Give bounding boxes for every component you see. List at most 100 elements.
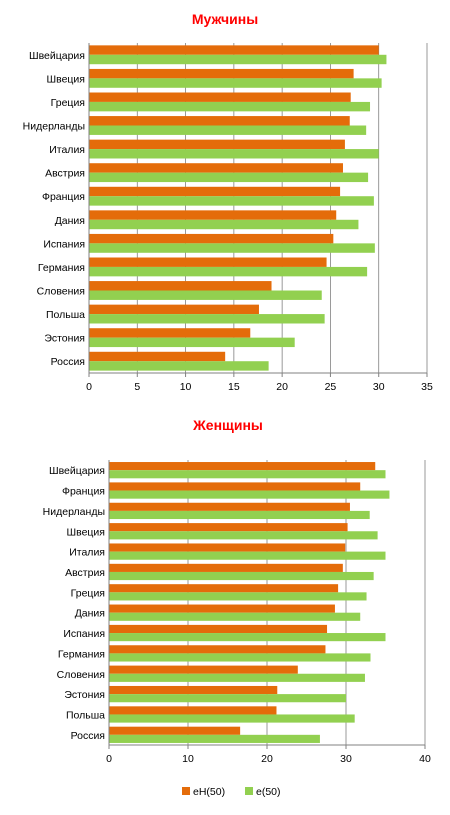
category-label-1-9: Германия [58, 648, 105, 660]
bar-e50-0-0 [89, 54, 387, 65]
category-label-0-8: Испания [43, 238, 85, 250]
bar-eh50-1-0 [109, 462, 376, 471]
bar-e50-1-7 [109, 612, 361, 621]
bar-e50-0-10 [89, 290, 322, 300]
bar-eh50-1-5 [109, 563, 343, 572]
category-label-0-10: Словения [37, 286, 85, 298]
bar-eh50-0-11 [89, 304, 259, 315]
bar-e50-1-10 [109, 673, 365, 682]
bar-e50-0-3 [89, 125, 367, 135]
bar-eh50-1-6 [109, 584, 339, 593]
bar-e50-1-9 [109, 653, 371, 662]
bar-eh50-1-9 [109, 645, 326, 654]
chart-women: Швейцария Франция Нидерланды Швеция Италия Ав… [43, 460, 431, 765]
category-label-1-13: Россия [71, 730, 105, 742]
category-label-0-3: Нидерланды [23, 121, 85, 133]
x-tick-label-0-5: 25 [325, 381, 337, 393]
category-label-1-1: Франция [62, 486, 105, 498]
bar-eh50-0-13 [89, 351, 226, 362]
x-tick-label-0-3: 15 [228, 381, 240, 393]
category-label-1-12: Польша [66, 709, 105, 721]
x-tick-label-1-1: 10 [182, 753, 194, 765]
x-tick-label-0-1: 5 [134, 381, 140, 393]
bar-e50-0-9 [89, 266, 368, 277]
bar-eh50-1-11 [109, 685, 278, 695]
bar-e50-1-4 [109, 551, 386, 560]
legend-label-e50: e(50) [256, 786, 281, 798]
x-tick-label-0-7: 35 [421, 381, 433, 393]
bar-eh50-1-10 [109, 665, 298, 674]
x-tick-label-1-3: 30 [340, 753, 352, 765]
bar-e50-0-7 [89, 219, 359, 230]
x-tick-label-1-2: 20 [261, 753, 273, 765]
category-label-1-5: Австрия [65, 567, 105, 579]
chart-title-men: Мужчины [192, 11, 258, 27]
bar-eh50-1-13 [109, 726, 241, 735]
bar-eh50-0-7 [89, 210, 337, 220]
x-tick-label-1-0: 0 [106, 753, 112, 765]
bar-e50-0-11 [89, 314, 325, 324]
legend-swatch-eh50 [182, 787, 190, 795]
category-label-1-11: Эстония [64, 689, 105, 701]
bar-e50-0-13 [89, 361, 269, 371]
category-label-0-11: Польша [46, 309, 85, 321]
category-label-1-3: Швеция [67, 526, 106, 538]
chart-men: Швейцария Швеция Греция Нидерланды Италия Авс… [23, 43, 433, 393]
bar-e50-1-2 [109, 510, 370, 520]
bar-e50-0-5 [89, 172, 369, 183]
x-tick-label-0-4: 20 [276, 381, 288, 393]
x-tick-label-0-0: 0 [86, 381, 92, 393]
bar-e50-0-6 [89, 196, 374, 206]
category-label-0-5: Австрия [45, 168, 85, 180]
bar-e50-1-1 [109, 490, 390, 499]
bar-eh50-0-9 [89, 257, 327, 267]
x-tick-label-0-6: 30 [373, 381, 385, 393]
category-label-1-6: Греция [71, 587, 105, 599]
legend-label-eh50: eH(50) [193, 786, 225, 798]
bar-eh50-0-1 [89, 68, 354, 79]
bar-e50-0-1 [89, 78, 382, 88]
category-label-0-6: Франция [42, 191, 85, 203]
x-tick-label-1-4: 40 [419, 753, 431, 765]
category-label-0-9: Германия [38, 262, 85, 274]
bar-e50-1-5 [109, 571, 374, 581]
category-label-0-13: Россия [51, 356, 85, 368]
category-label-1-7: Дания [75, 608, 105, 620]
category-label-1-2: Нидерланды [43, 506, 105, 518]
legend-swatch-e50 [245, 787, 253, 795]
legend: eH(50) e(50) [182, 786, 281, 798]
bar-eh50-0-10 [89, 281, 272, 291]
bar-eh50-0-3 [89, 116, 350, 126]
bar-eh50-1-8 [109, 624, 328, 634]
bar-e50-1-11 [109, 694, 346, 703]
bar-e50-1-8 [109, 633, 386, 642]
bar-e50-0-2 [89, 101, 371, 112]
bar-e50-1-3 [109, 531, 378, 540]
bar-eh50-1-2 [109, 502, 350, 511]
bar-eh50-0-6 [89, 186, 341, 197]
bar-eh50-0-5 [89, 163, 343, 173]
category-label-0-4: Италия [49, 144, 85, 156]
bar-e50-1-13 [109, 734, 320, 743]
bar-eh50-0-4 [89, 139, 345, 150]
bar-e50-0-8 [89, 243, 375, 253]
x-tick-label-0-2: 10 [180, 381, 192, 393]
bar-eh50-1-1 [109, 482, 361, 491]
bar-eh50-0-0 [89, 45, 379, 55]
bar-eh50-1-3 [109, 523, 348, 532]
bar-e50-0-12 [89, 337, 295, 348]
category-label-1-8: Испания [63, 628, 105, 640]
bar-e50-1-12 [109, 714, 355, 723]
bar-e50-1-6 [109, 592, 367, 601]
bar-eh50-0-8 [89, 233, 334, 244]
bar-eh50-1-4 [109, 543, 346, 552]
category-label-0-7: Дания [55, 215, 85, 227]
bar-eh50-1-7 [109, 604, 335, 613]
category-label-1-0: Швейцария [49, 465, 105, 477]
chart-title-women: Женщины [192, 417, 263, 433]
bar-e50-0-4 [89, 149, 379, 159]
category-label-0-1: Швеция [47, 73, 86, 85]
bar-e50-1-0 [109, 470, 386, 479]
bar-eh50-0-12 [89, 328, 251, 338]
